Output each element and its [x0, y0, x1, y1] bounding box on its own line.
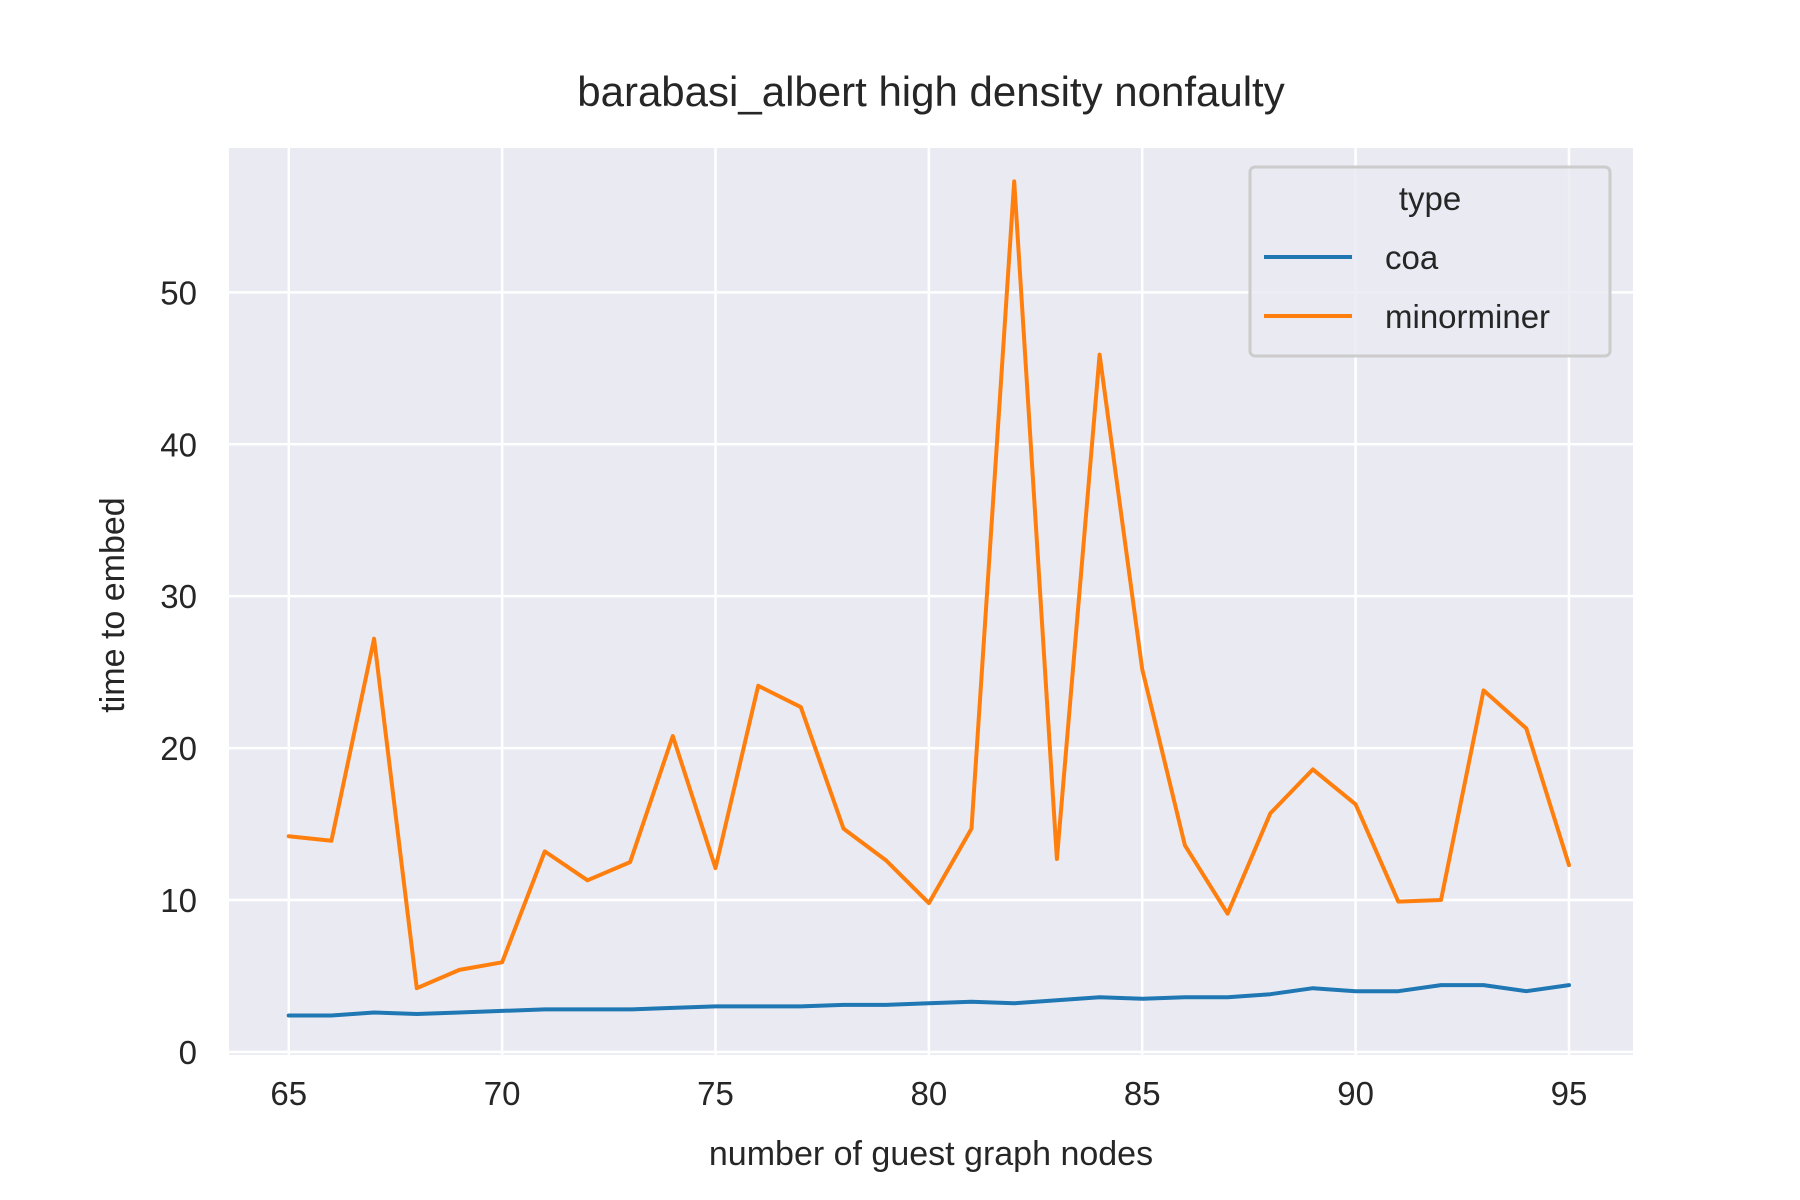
x-tick-label: 95: [1551, 1075, 1588, 1112]
y-tick-label: 50: [160, 274, 197, 311]
legend-title: type: [1399, 180, 1461, 217]
chart-title: barabasi_albert high density nonfaulty: [577, 68, 1284, 115]
x-axis-ticks: 65 70 75 80 85 90 95: [270, 1075, 1587, 1112]
y-tick-label: 40: [160, 426, 197, 463]
series-lines: [286, 179, 1571, 1018]
y-tick-label: 10: [160, 882, 197, 919]
legend-label-coa: coa: [1385, 239, 1439, 276]
x-tick-label: 65: [270, 1075, 307, 1112]
legend: type coa minorminer: [1248, 165, 1612, 358]
x-tick-label: 75: [697, 1075, 734, 1112]
y-axis-label: time to embed: [94, 497, 132, 712]
legend-label-minorminer: minorminer: [1385, 298, 1550, 335]
x-axis-label: number of guest graph nodes: [709, 1135, 1153, 1173]
x-tick-label: 70: [484, 1075, 521, 1112]
y-tick-label: 0: [179, 1034, 197, 1071]
series-line-coa: [286, 983, 1571, 1018]
y-axis-ticks: 0 10 20 30 40 50: [160, 274, 197, 1071]
series-line-minorminer: [286, 179, 1571, 991]
y-tick-label: 20: [160, 730, 197, 767]
legend-box: [1248, 165, 1612, 358]
y-tick-label: 30: [160, 578, 197, 615]
grid-lines: [229, 148, 1633, 1055]
x-tick-label: 85: [1124, 1075, 1161, 1112]
x-tick-label: 90: [1337, 1075, 1374, 1112]
x-tick-label: 80: [911, 1075, 948, 1112]
